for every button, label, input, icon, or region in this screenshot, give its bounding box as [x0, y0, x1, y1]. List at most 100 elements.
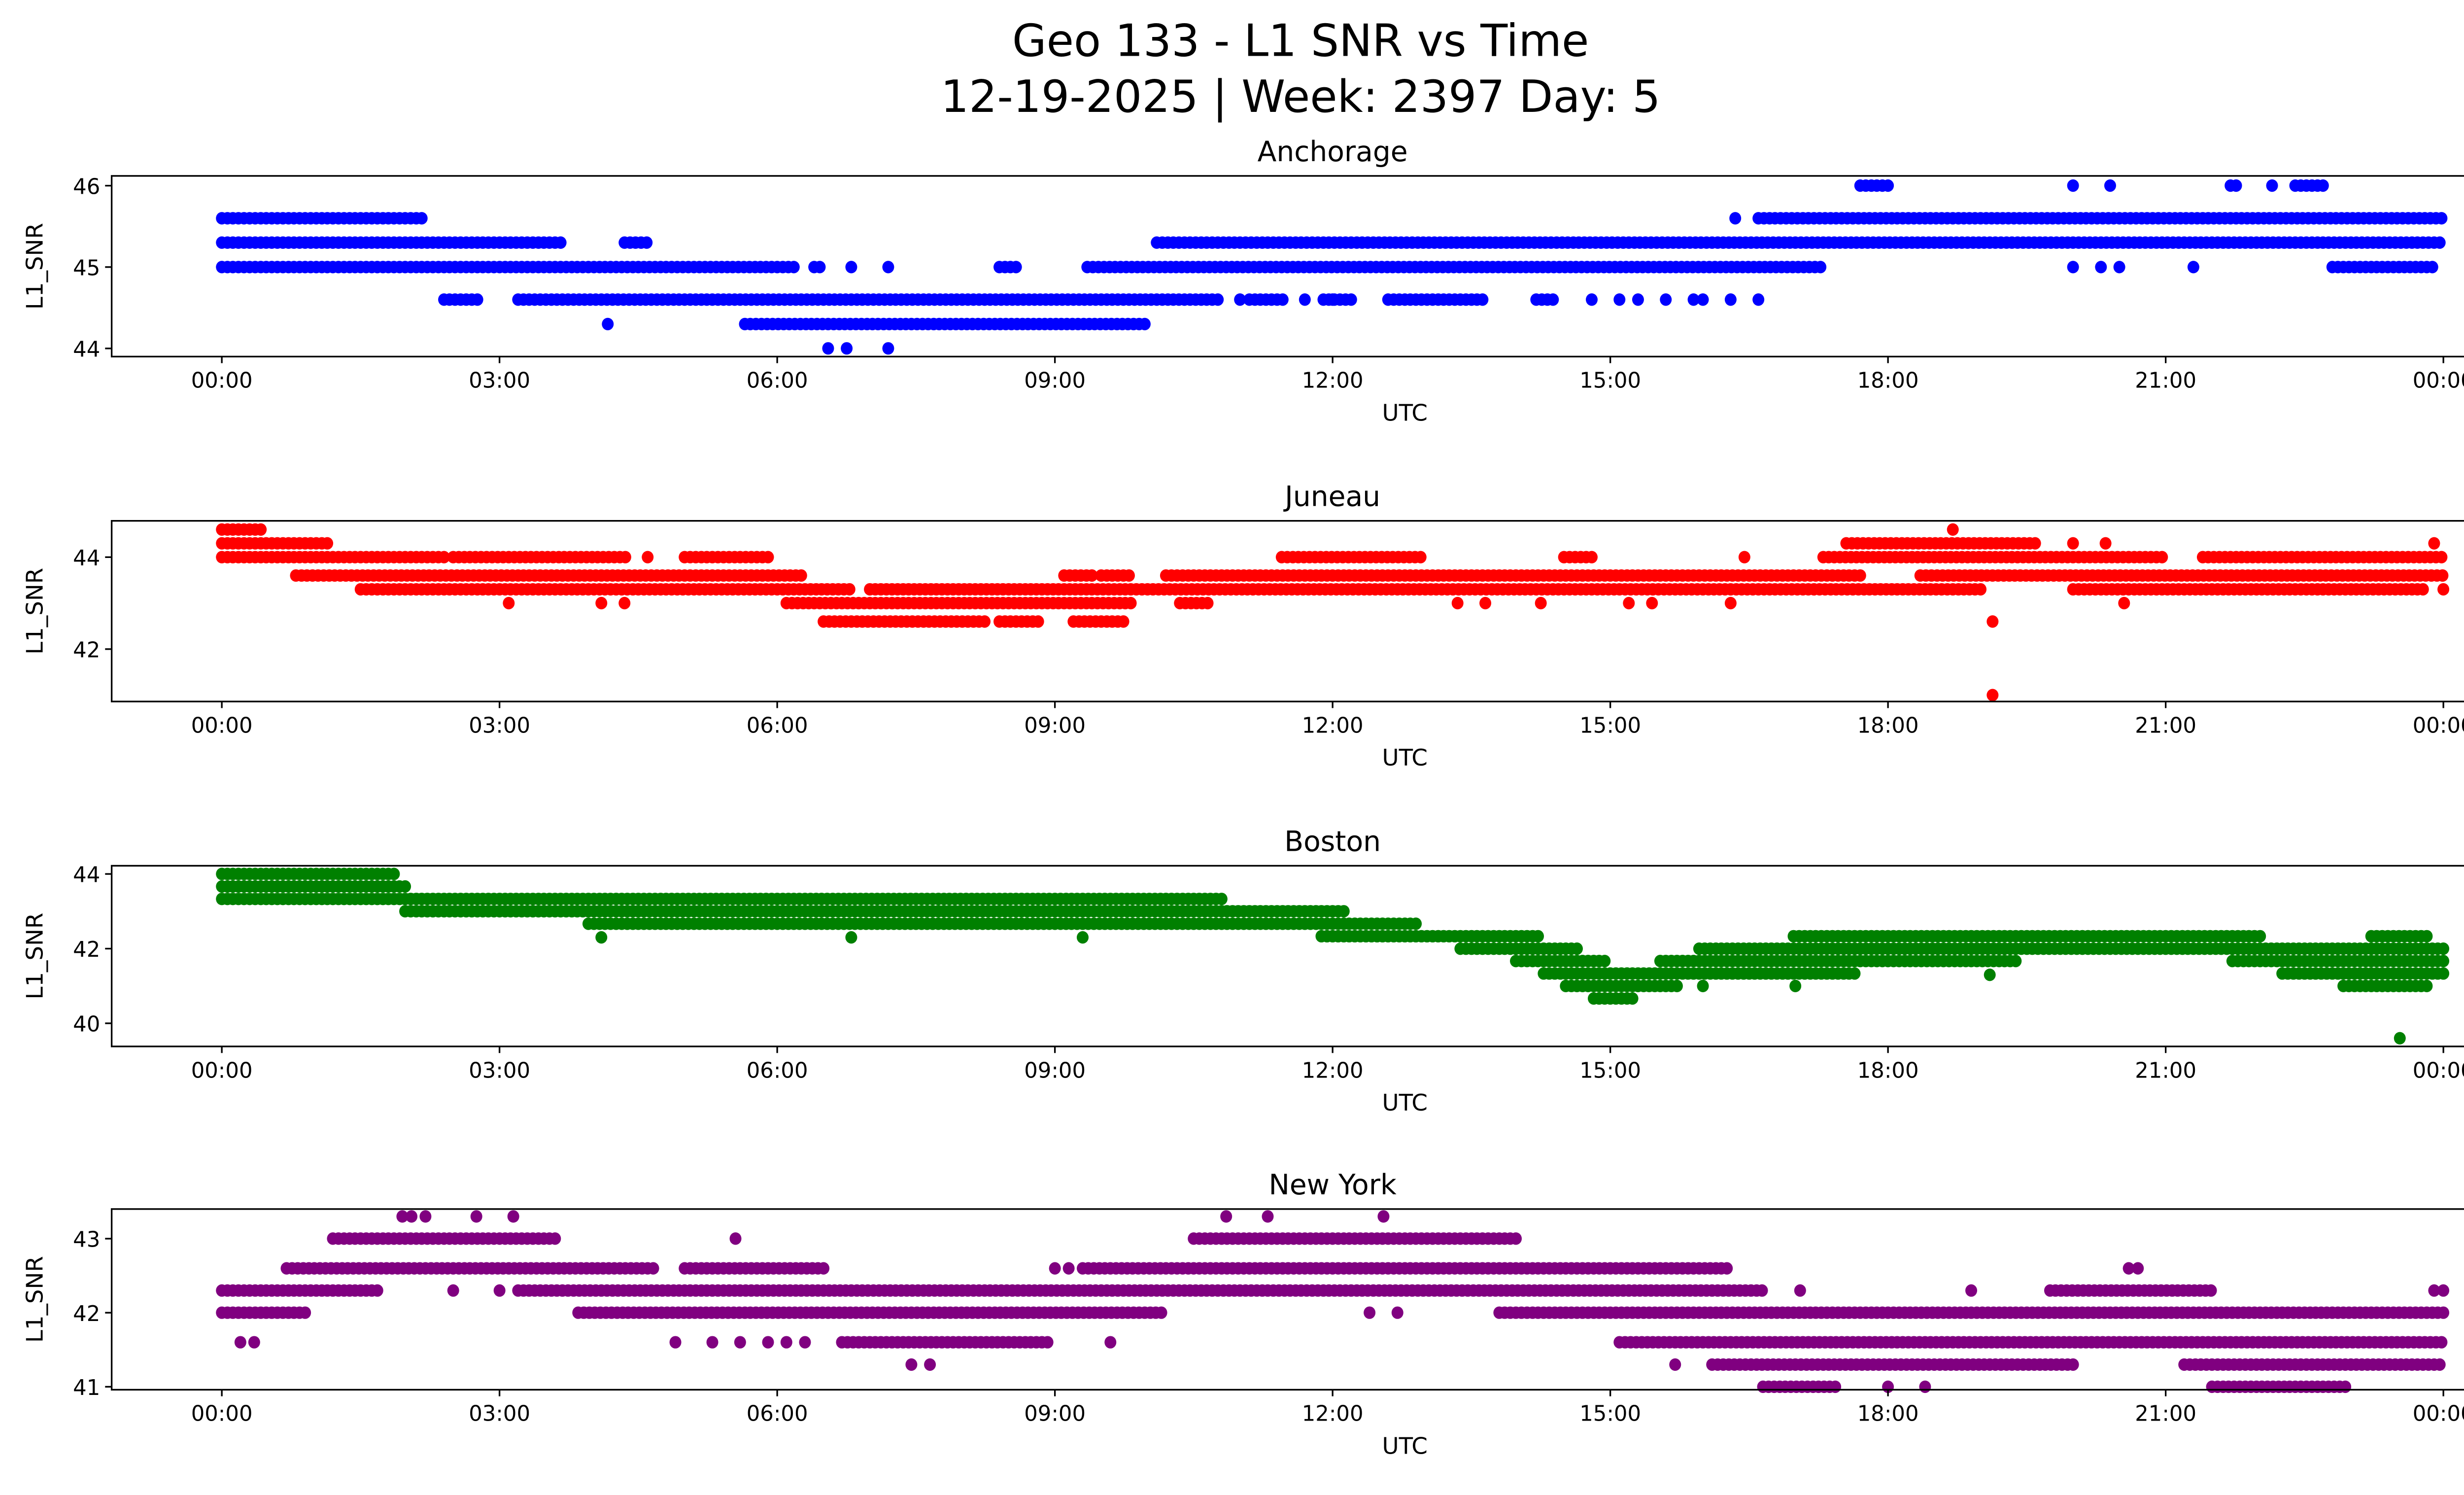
data-point [1585, 293, 1598, 306]
data-point [2099, 537, 2112, 550]
data-point [843, 583, 856, 596]
data-point [1377, 1210, 1390, 1223]
data-point [1794, 1284, 1806, 1297]
data-point [2205, 1284, 2217, 1297]
x-tick-label: 21:00 [2135, 1058, 2196, 1083]
data-point [2437, 1306, 2450, 1319]
data-point [2437, 942, 2450, 955]
x-tick-label: 00:00 [2413, 1402, 2464, 1426]
x-tick-label: 00:00 [2413, 714, 2464, 738]
data-point [905, 1358, 918, 1371]
data-point [706, 1336, 719, 1349]
data-point [1965, 1284, 1978, 1297]
data-point [1919, 1380, 1931, 1393]
data-point [406, 1210, 418, 1223]
data-point [419, 1210, 432, 1223]
data-point [1155, 1306, 1167, 1319]
data-point [1721, 1262, 1733, 1275]
data-point [2113, 261, 2125, 274]
data-point [1049, 1262, 1061, 1275]
y-tick-label: 43 [73, 1228, 100, 1252]
subplot-title: Boston [1284, 825, 1381, 858]
subplot-title: Juneau [1283, 481, 1380, 513]
data-point [554, 236, 567, 249]
x-tick-label: 00:00 [191, 1058, 253, 1083]
data-point [1062, 1262, 1075, 1275]
data-point [2010, 955, 2022, 968]
scatter-points [216, 523, 2450, 701]
data-point [1125, 596, 1137, 610]
data-point [1829, 1380, 1842, 1393]
y-axis-label: L1_SNR [22, 223, 49, 310]
data-point [822, 342, 834, 355]
data-point [845, 261, 857, 274]
x-tick-label: 15:00 [1579, 714, 1641, 738]
data-point [1848, 967, 1861, 980]
y-tick-label: 45 [73, 256, 100, 280]
data-point [1947, 523, 1959, 536]
data-point [2029, 537, 2041, 550]
data-point [1646, 596, 1658, 610]
x-tick-label: 00:00 [191, 714, 253, 738]
data-point [595, 596, 608, 610]
y-tick-label: 42 [73, 938, 100, 962]
data-point [1738, 551, 1750, 563]
data-point [255, 523, 267, 536]
data-point [845, 931, 857, 944]
x-tick-label: 12:00 [1302, 369, 1364, 393]
x-tick-label: 09:00 [1024, 1058, 1086, 1083]
data-point [1104, 1336, 1117, 1349]
data-point [2067, 261, 2079, 274]
data-point [438, 551, 450, 563]
data-point [2118, 596, 2130, 610]
data-point [734, 1336, 746, 1349]
data-point [1220, 1210, 1232, 1223]
data-point [1215, 893, 1228, 905]
data-point [1729, 212, 1742, 225]
data-point [1410, 917, 1422, 930]
data-point [248, 1336, 260, 1349]
data-point [1854, 569, 1866, 582]
data-point [447, 1284, 459, 1297]
data-point [979, 615, 991, 628]
data-point [1789, 979, 1802, 993]
data-point [1814, 261, 1827, 274]
data-point [2067, 1358, 2079, 1371]
data-point [1623, 596, 1635, 610]
data-point [762, 551, 774, 563]
data-point [1414, 551, 1427, 563]
data-point [669, 1336, 682, 1349]
y-tick-label: 42 [73, 1302, 100, 1326]
scatter-points [216, 179, 2448, 355]
x-tick-label: 00:00 [2413, 1058, 2464, 1083]
data-point [1687, 293, 1700, 306]
data-point [1479, 596, 1492, 610]
data-point [507, 1210, 519, 1223]
data-point [415, 212, 428, 225]
data-point [1276, 293, 1289, 306]
x-tick-label: 03:00 [469, 1402, 530, 1426]
data-point [762, 1336, 774, 1349]
data-point [1212, 293, 1224, 306]
data-point [2132, 1262, 2144, 1275]
x-tick-label: 00:00 [191, 369, 253, 393]
data-point [1138, 317, 1151, 331]
subplot-title: New York [1268, 1169, 1396, 1201]
x-tick-label: 09:00 [1024, 1402, 1086, 1426]
data-point [1986, 615, 1999, 628]
data-point [1752, 293, 1765, 306]
x-tick-label: 12:00 [1302, 1402, 1364, 1426]
x-tick-label: 03:00 [469, 1058, 530, 1083]
data-point [549, 1232, 561, 1245]
data-point [1510, 1232, 1522, 1245]
x-tick-label: 18:00 [1857, 1402, 1919, 1426]
data-point [2421, 930, 2433, 943]
figure-subtitle: 12-19-2025 | Week: 2397 Day: 5 [941, 71, 1661, 123]
data-point [1010, 261, 1022, 274]
data-point [2433, 1358, 2446, 1371]
data-point [2437, 583, 2450, 596]
x-axis-label: UTC [1382, 745, 1428, 771]
data-point [1986, 689, 1999, 701]
